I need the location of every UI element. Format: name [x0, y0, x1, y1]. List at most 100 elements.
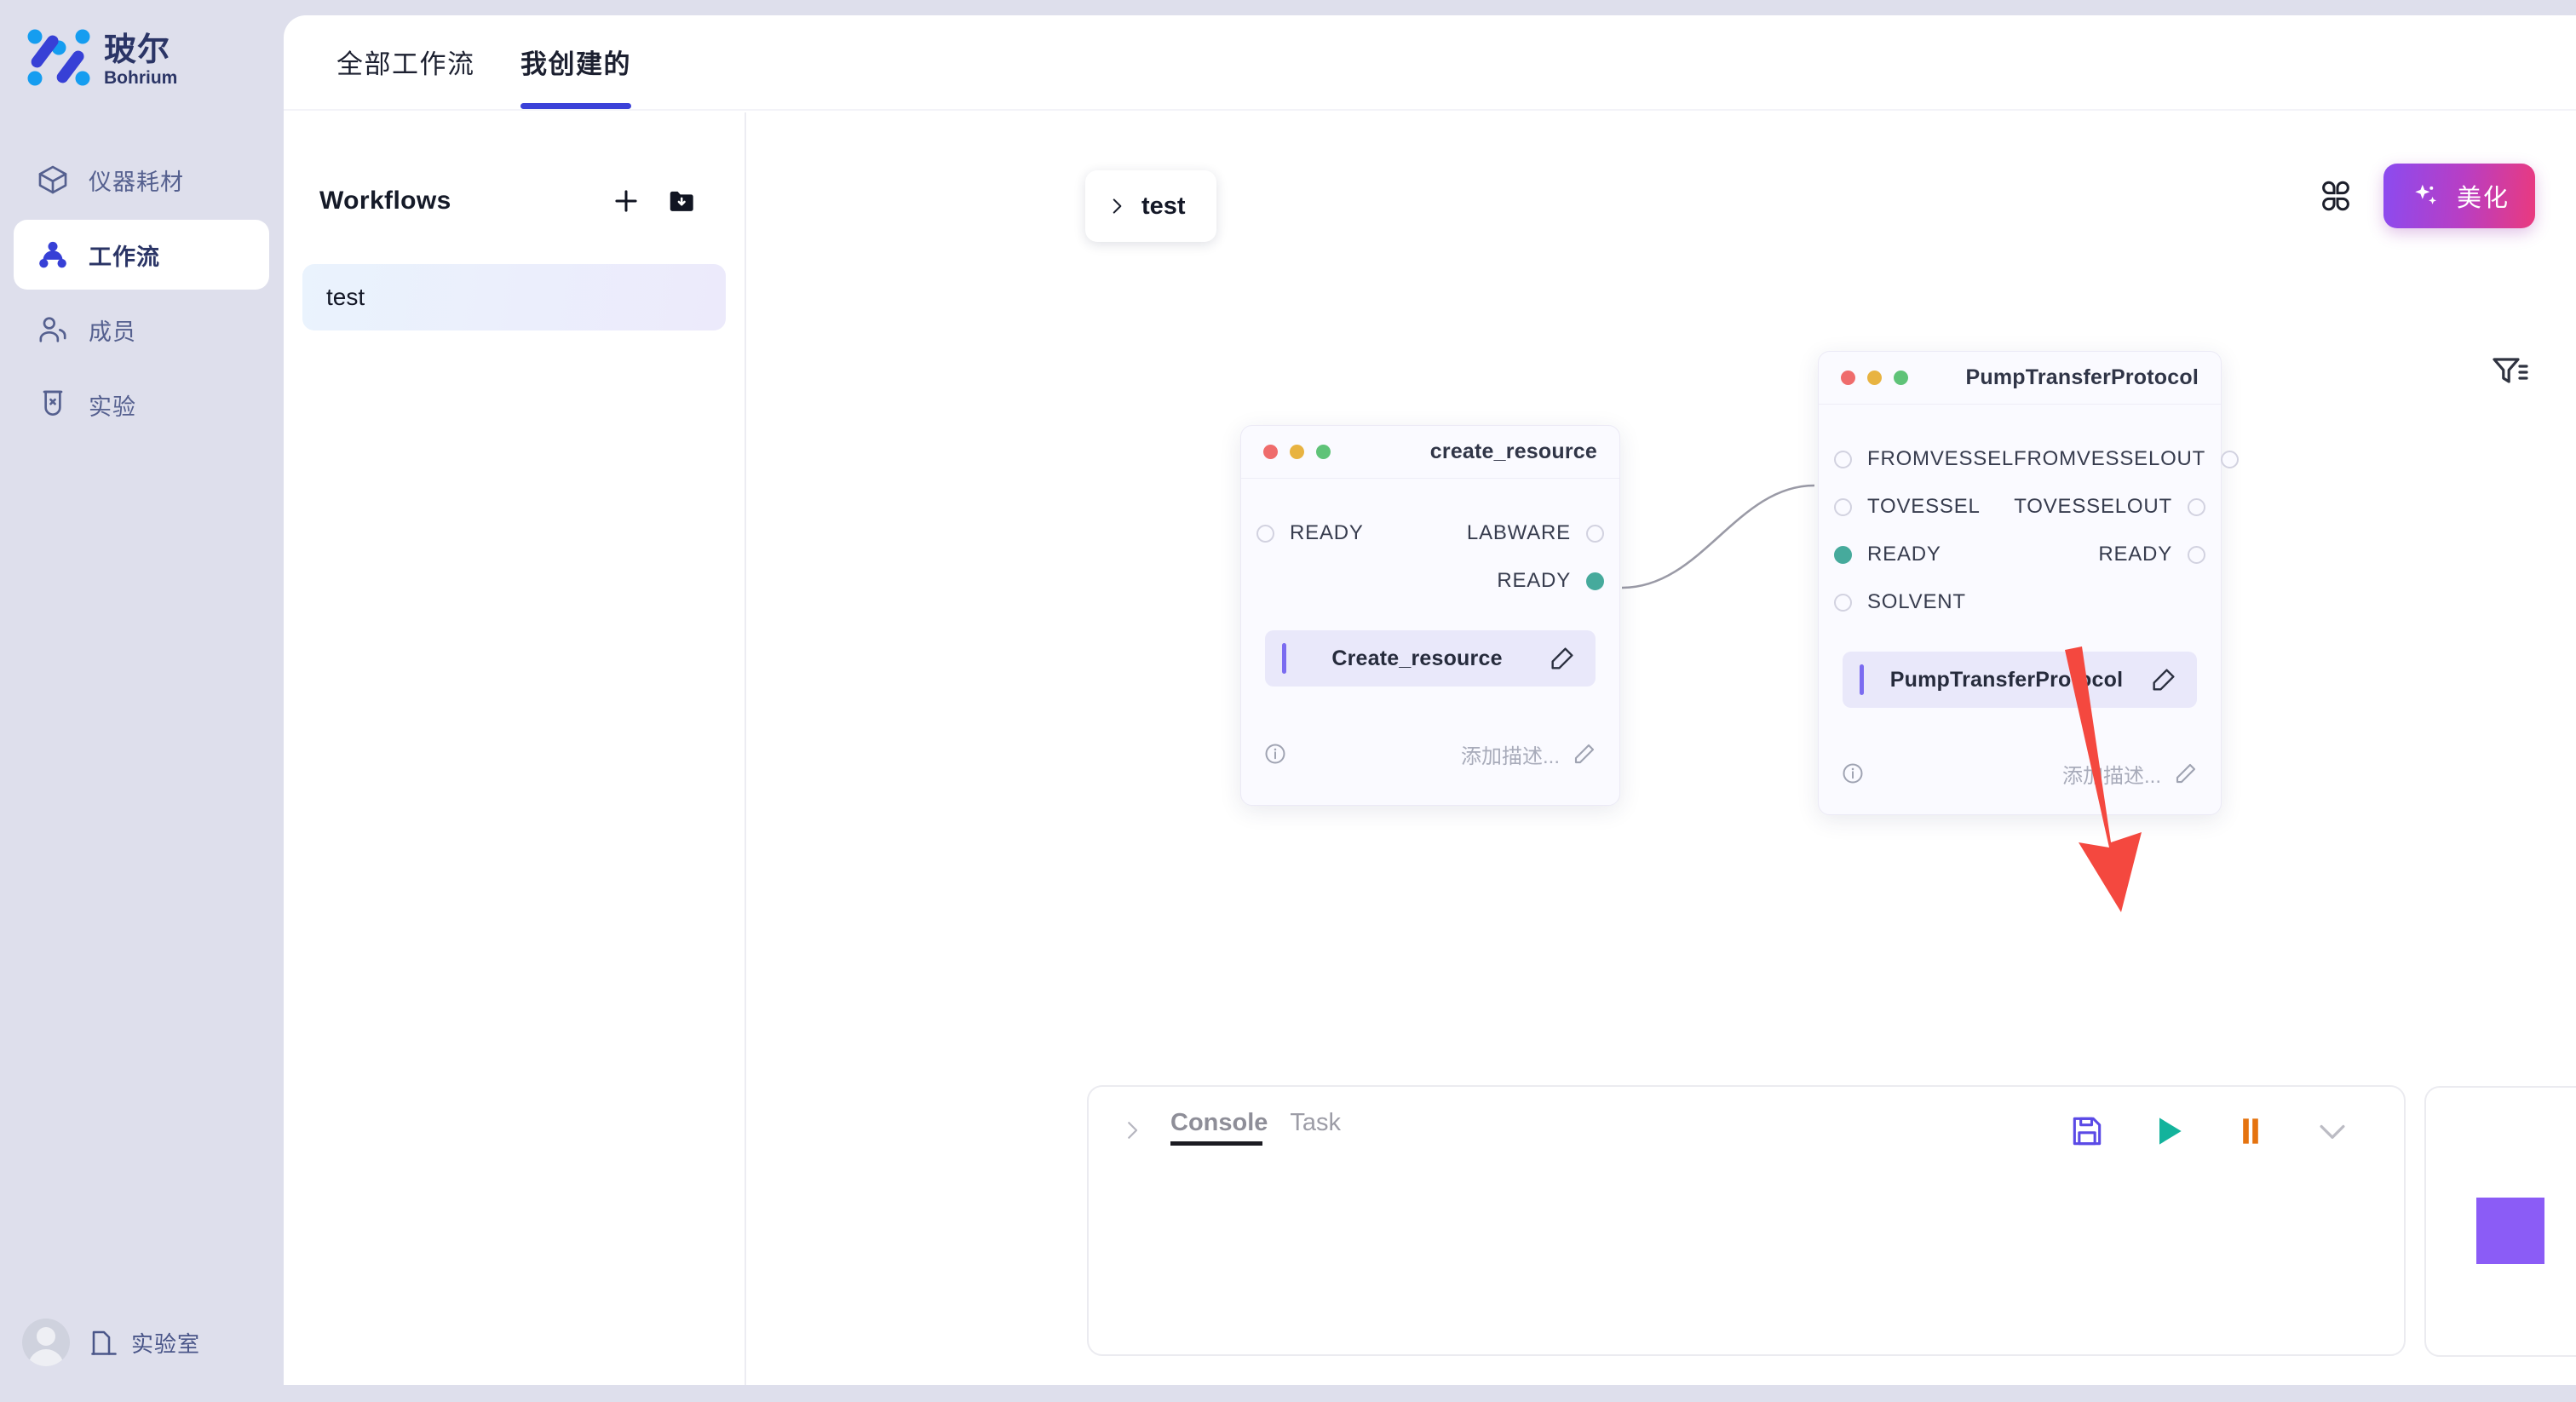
test-tube-icon: [43, 390, 63, 416]
tab-my-workflows[interactable]: 我创建的: [520, 14, 631, 109]
maximize-dot-icon[interactable]: [1316, 445, 1331, 459]
info-circle-icon[interactable]: [1841, 761, 1865, 785]
port-row: READY: [1241, 557, 1619, 605]
pencil-square-icon[interactable]: [2149, 665, 2178, 694]
building-icon: [91, 1330, 117, 1355]
output-port[interactable]: LABWARE: [1467, 521, 1619, 545]
port-row: READY LABWARE: [1241, 509, 1619, 557]
lab-switcher[interactable]: 实验室: [89, 1327, 200, 1359]
plus-icon: [615, 190, 637, 212]
user-avatar-icon[interactable]: [22, 1319, 70, 1366]
sidebar-item-label: 工作流: [89, 244, 160, 270]
node-title: create_resource: [1429, 440, 1597, 463]
console-panel: Console Task: [1087, 1085, 2406, 1356]
input-port[interactable]: READY: [1819, 543, 1941, 566]
pencil-icon[interactable]: [1572, 741, 1597, 767]
workflow-node-create-resource[interactable]: create_resource READY LABWARE: [1240, 425, 1620, 806]
four-leaf-grid-icon[interactable]: [2315, 175, 2356, 216]
tab-task[interactable]: Task: [1290, 1109, 1341, 1146]
box-icon: [38, 165, 67, 194]
port-handle-icon[interactable]: [2221, 450, 2240, 468]
output-port[interactable]: READY: [2098, 543, 2221, 566]
node-ports: READY LABWARE READY: [1241, 479, 1619, 605]
port-handle-icon[interactable]: [1586, 572, 1604, 590]
port-handle-icon[interactable]: [1834, 545, 1852, 564]
input-port[interactable]: READY: [1241, 521, 1364, 545]
brand-name-cn: 玻尔: [104, 32, 171, 68]
node-action-chip[interactable]: Create_resource: [1265, 630, 1596, 687]
input-port[interactable]: FROMVESSEL: [1819, 447, 2014, 471]
output-port[interactable]: TOVESSELOUT: [2014, 495, 2221, 519]
port-handle-icon[interactable]: [1834, 593, 1852, 612]
output-port[interactable]: READY: [1497, 569, 1619, 593]
input-port[interactable]: TOVESSEL: [1819, 495, 1981, 519]
edge-create-to-pump: [1621, 484, 1815, 589]
window-dots: [1263, 445, 1331, 459]
description-placeholder[interactable]: 添加描述...: [1460, 744, 1560, 768]
minimize-dot-icon[interactable]: [1290, 445, 1304, 459]
port-label: READY: [1867, 543, 1941, 566]
pencil-square-icon[interactable]: [1548, 644, 1577, 673]
canvas-minimap[interactable]: [2424, 1086, 2576, 1357]
tab-console[interactable]: Console: [1170, 1109, 1268, 1146]
node-title: PumpTransferProtocol: [1965, 365, 2199, 389]
workflow-list: test: [302, 264, 726, 330]
maximize-dot-icon[interactable]: [1894, 371, 1908, 385]
port-label: TOVESSEL: [1867, 495, 1981, 518]
workflow-canvas[interactable]: test 美化: [748, 112, 2576, 1385]
sidebar-item-instruments[interactable]: 仪器耗材: [14, 145, 269, 215]
port-row: SOLVENT: [1819, 578, 2221, 626]
chip-label: Create_resource: [1331, 646, 1503, 670]
play-triangle-icon[interactable]: [2150, 1112, 2188, 1150]
users-icon: [39, 317, 66, 342]
port-label: SOLVENT: [1867, 590, 1966, 613]
description-placeholder[interactable]: 添加描述...: [2061, 764, 2161, 788]
node-action-chip[interactable]: PumpTransferProtocol: [1843, 652, 2197, 708]
chip-label: PumpTransferProtocol: [1889, 667, 2124, 692]
canvas-toolbar: 美化: [2315, 164, 2535, 228]
sidebar-nav: 仪器耗材 工作流 成员: [14, 145, 269, 445]
sidebar-item-workflow[interactable]: 工作流: [14, 220, 269, 290]
port-label: FROMVESSEL: [1867, 447, 2015, 470]
main-panel: 全部工作流 我创建的 Workflows: [284, 15, 2576, 1385]
tab-label: Task: [1290, 1109, 1342, 1136]
pencil-icon[interactable]: [2173, 761, 2199, 786]
port-handle-icon[interactable]: [1834, 450, 1852, 468]
breadcrumb-label: test: [1141, 192, 1186, 220]
chevron-right-icon[interactable]: [1119, 1118, 1145, 1143]
tab-all-workflows[interactable]: 全部工作流: [336, 14, 475, 109]
console-output-area[interactable]: [1089, 1175, 2404, 1354]
node-footer: 添加描述...: [1819, 744, 2221, 803]
input-port[interactable]: SOLVENT: [1819, 590, 1966, 614]
bohrium-logo-icon: [27, 29, 90, 86]
port-handle-icon[interactable]: [1256, 524, 1274, 543]
pause-bars-icon[interactable]: [2232, 1112, 2269, 1150]
output-port[interactable]: FROMVESSELOUT: [2014, 447, 2254, 471]
close-dot-icon[interactable]: [1841, 371, 1855, 385]
port-label: LABWARE: [1466, 521, 1571, 544]
list-item[interactable]: test: [302, 264, 726, 330]
floppy-save-icon[interactable]: [2068, 1112, 2106, 1150]
chevron-down-icon[interactable]: [2314, 1112, 2351, 1150]
sidebar-item-experiments[interactable]: 实验: [14, 370, 269, 440]
port-handle-icon[interactable]: [2188, 497, 2205, 516]
brand-text: 玻尔 Bohrium: [104, 32, 177, 88]
port-label: FROMVESSELOUT: [2014, 447, 2206, 470]
port-handle-icon[interactable]: [1834, 497, 1852, 516]
breadcrumb[interactable]: test: [1085, 170, 1216, 242]
close-dot-icon[interactable]: [1263, 445, 1278, 459]
minimap-node[interactable]: [2476, 1198, 2544, 1264]
info-circle-icon[interactable]: [1263, 742, 1287, 766]
filter-funnel-icon[interactable]: [2489, 351, 2530, 392]
beautify-button[interactable]: 美化: [2383, 164, 2535, 228]
port-handle-icon[interactable]: [2188, 545, 2205, 564]
sidebar-item-members[interactable]: 成员: [14, 295, 269, 365]
sidebar-footer: 实验室: [22, 1319, 200, 1366]
workflow-node-pump-transfer-protocol[interactable]: PumpTransferProtocol FROMVESSEL FROMVESS…: [1818, 351, 2240, 815]
minimize-dot-icon[interactable]: [1867, 371, 1882, 385]
add-workflow-button[interactable]: [600, 179, 653, 223]
import-workflow-button[interactable]: [656, 179, 709, 223]
port-handle-icon[interactable]: [1586, 524, 1604, 543]
brand-logo-block[interactable]: 玻尔 Bohrium: [26, 27, 177, 94]
